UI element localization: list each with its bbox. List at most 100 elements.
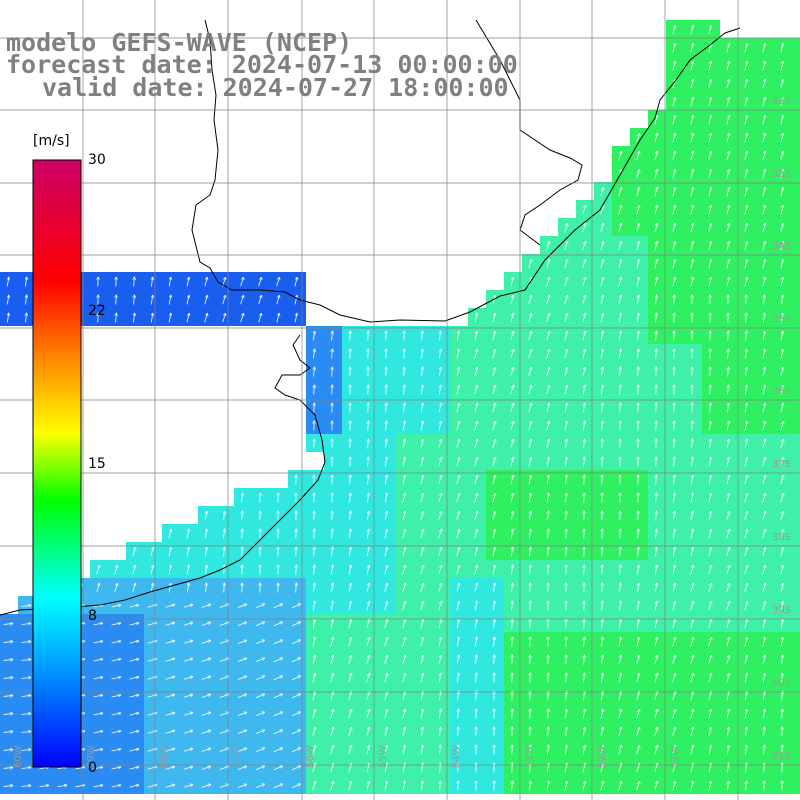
wind-cell <box>702 740 720 758</box>
wind-arrow <box>548 548 549 557</box>
wind-arrow <box>726 260 729 269</box>
wind-cell <box>558 434 576 452</box>
wind-cell <box>630 632 648 650</box>
wind-cell <box>720 182 738 200</box>
wind-arrow <box>404 350 405 359</box>
wind-cell <box>450 416 468 434</box>
wind-cell <box>684 128 702 146</box>
wind-arrow <box>438 548 442 557</box>
wind-arrow <box>475 620 476 629</box>
wind-cell <box>612 146 630 164</box>
wind-arrow <box>348 728 352 737</box>
wind-arrow <box>183 713 193 716</box>
wind-cell <box>324 488 342 506</box>
wind-cell <box>774 56 792 74</box>
wind-cell <box>540 632 558 650</box>
wind-cell <box>18 704 36 722</box>
wind-arrow <box>366 692 370 701</box>
wind-cell <box>756 200 774 218</box>
wind-cell <box>792 182 800 200</box>
wind-cell <box>450 524 468 542</box>
wind-arrow <box>726 530 730 539</box>
wind-cell <box>756 272 774 290</box>
wind-cell <box>720 524 738 542</box>
wind-cell <box>666 488 684 506</box>
wind-cell <box>432 560 450 578</box>
wind-cell <box>612 488 630 506</box>
wind-arrow <box>255 622 264 627</box>
wind-cell <box>558 668 576 686</box>
wind-cell <box>18 740 36 758</box>
wind-cell <box>774 686 792 704</box>
wind-cell <box>252 758 270 776</box>
wind-arrow <box>332 350 333 359</box>
wind-arrow <box>619 602 620 611</box>
wind-cell <box>756 542 774 560</box>
wind-arrow <box>654 116 657 125</box>
wind-cell <box>378 488 396 506</box>
wind-cell <box>684 110 702 128</box>
wind-cell <box>486 506 504 524</box>
wind-cell <box>576 200 594 218</box>
wind-cell <box>396 524 414 542</box>
wind-arrow <box>183 623 193 626</box>
wind-cell <box>648 776 666 794</box>
wind-cell <box>684 452 702 470</box>
wind-cell <box>378 326 396 344</box>
wind-cell <box>774 668 792 686</box>
wind-arrow <box>402 692 405 701</box>
wind-cell <box>216 668 234 686</box>
wind-arrow <box>420 458 423 467</box>
wind-arrow <box>601 368 602 377</box>
wind-arrow <box>384 746 387 755</box>
wind-arrow <box>438 476 442 485</box>
wind-cell <box>666 326 684 344</box>
wind-arrow <box>618 692 621 701</box>
wind-cell <box>396 596 414 614</box>
wind-cell <box>558 308 576 326</box>
wind-arrow <box>129 731 139 734</box>
wind-cell <box>468 398 486 416</box>
wind-cell <box>738 272 756 290</box>
wind-arrow <box>619 638 621 647</box>
wind-cell <box>648 650 666 668</box>
wind-cell <box>144 560 162 578</box>
wind-arrow <box>638 548 639 557</box>
wind-arrow <box>330 710 334 719</box>
wind-cell <box>270 488 288 506</box>
wind-cell <box>594 308 612 326</box>
wind-arrow <box>512 620 513 629</box>
wind-arrow <box>708 188 711 197</box>
wind-arrow <box>165 731 175 734</box>
wind-arrow <box>273 712 282 717</box>
wind-cell <box>342 650 360 668</box>
wind-cell <box>468 380 486 398</box>
wind-arrow <box>745 368 746 377</box>
wind-arrow <box>255 658 264 663</box>
wind-cell <box>612 542 630 560</box>
wind-cell <box>720 146 738 164</box>
wind-arrow <box>708 116 711 125</box>
wind-arrow <box>744 440 747 449</box>
wind-cell <box>360 614 378 632</box>
wind-arrow <box>762 602 765 611</box>
wind-arrow <box>129 623 139 626</box>
wind-cell <box>756 614 774 632</box>
wind-cell <box>162 596 180 614</box>
wind-cell <box>432 650 450 668</box>
wind-arrow <box>744 422 747 431</box>
wind-arrow <box>402 548 406 557</box>
wind-cell <box>162 740 180 758</box>
wind-cell <box>756 380 774 398</box>
wind-arrow <box>636 656 639 665</box>
lon-label: 53W <box>524 745 535 768</box>
wind-cell <box>630 344 648 362</box>
wind-cell <box>378 668 396 686</box>
wind-cell <box>720 272 738 290</box>
wind-arrow <box>690 602 694 611</box>
wind-cell <box>738 38 756 56</box>
wind-cell <box>396 704 414 722</box>
wind-arrow <box>726 638 730 647</box>
wind-cell <box>432 776 450 794</box>
